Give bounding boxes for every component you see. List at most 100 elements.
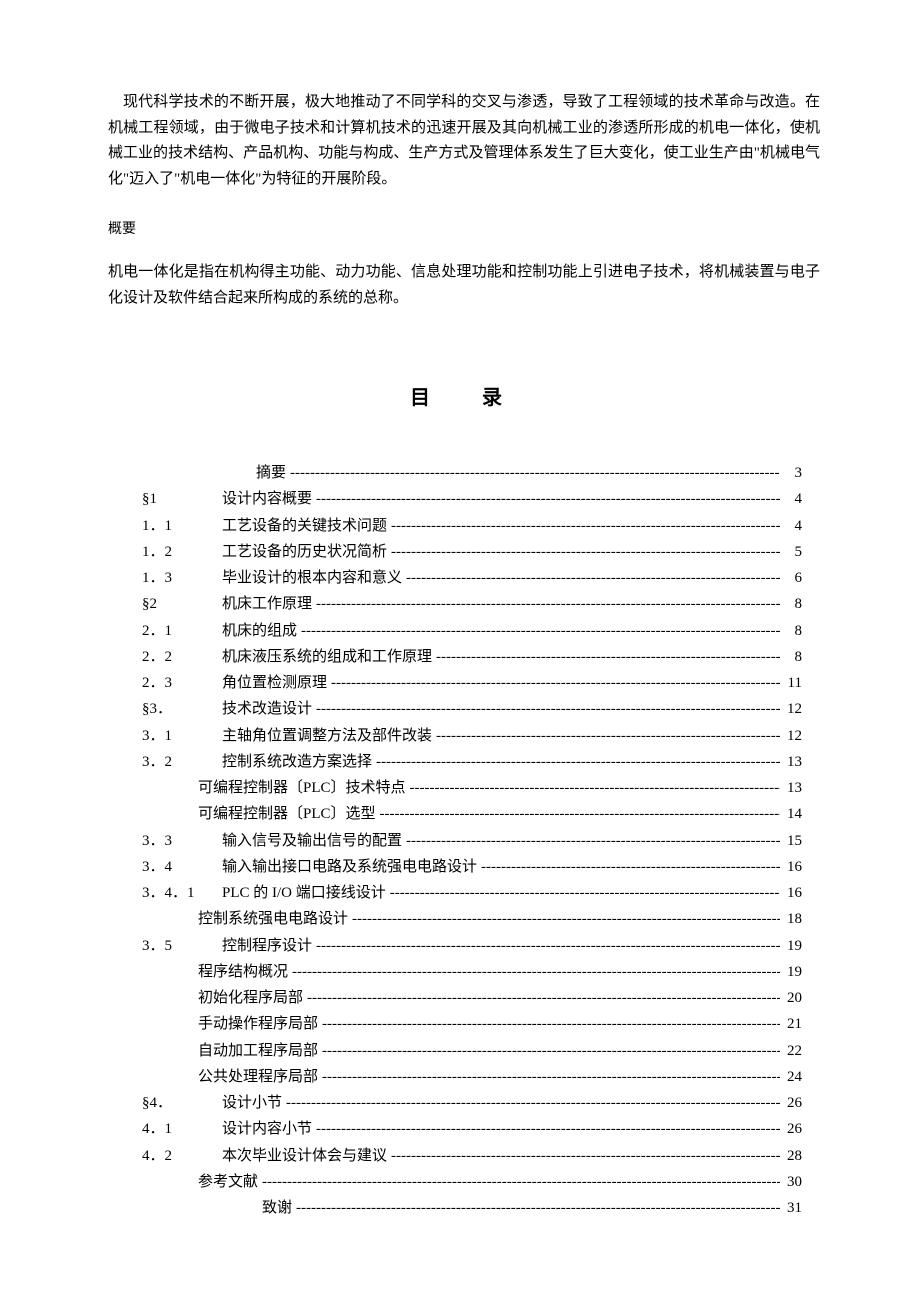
toc-number: 2．2	[142, 644, 222, 670]
toc-label: 设计小节	[222, 1090, 282, 1116]
toc-page: 19	[780, 933, 802, 959]
toc-label: PLC 的 I/O 端口接线设计	[222, 880, 386, 906]
toc-page: 26	[780, 1116, 802, 1142]
toc-row: 1．1工艺设备的关键技术问题 -------------------------…	[142, 513, 802, 539]
toc-label: 角位置检测原理	[222, 670, 327, 696]
toc-page: 26	[780, 1090, 802, 1116]
toc-page: 3	[780, 460, 802, 486]
toc-number: 2．3	[142, 670, 222, 696]
toc-label: 初始化程序局部	[198, 985, 303, 1011]
toc-number: 4．1	[142, 1116, 222, 1142]
toc-leader: ----------------------------------------…	[327, 670, 780, 696]
toc-page: 13	[780, 749, 802, 775]
toc-page: 6	[780, 565, 802, 591]
toc-page: 16	[780, 880, 802, 906]
toc-row: 3．5控制程序设计 ------------------------------…	[142, 933, 802, 959]
toc-leader: ----------------------------------------…	[258, 1169, 780, 1195]
toc-leader: ----------------------------------------…	[297, 618, 780, 644]
toc-leader: ----------------------------------------…	[432, 723, 780, 749]
toc-row: 1．3毕业设计的根本内容和意义 ------------------------…	[142, 565, 802, 591]
toc-number: 3．2	[142, 749, 222, 775]
toc-row: §2机床工作原理 -------------------------------…	[142, 591, 802, 617]
toc-label: 控制系统强电电路设计	[198, 906, 348, 932]
toc-label: 机床的组成	[222, 618, 297, 644]
toc-row: §3．技术改造设计 ------------------------------…	[142, 696, 802, 722]
toc-row: 2．2机床液压系统的组成和工作原理 ----------------------…	[142, 644, 802, 670]
toc-leader: ----------------------------------------…	[318, 1011, 780, 1037]
toc-row: 2．1机床的组成 -------------------------------…	[142, 618, 802, 644]
toc-label: 机床液压系统的组成和工作原理	[222, 644, 432, 670]
toc-row: 公共处理程序局部 -------------------------------…	[142, 1064, 802, 1090]
toc-label: 可编程控制器〔PLC〕选型	[198, 801, 376, 827]
toc-label: 工艺设备的历史状况简析	[222, 539, 387, 565]
toc-page: 31	[780, 1195, 802, 1221]
toc-number: 1．3	[142, 565, 222, 591]
toc-leader: ----------------------------------------…	[312, 1116, 780, 1142]
toc-page: 21	[780, 1011, 802, 1037]
toc-row: 可编程控制器〔PLC〕选型 --------------------------…	[142, 801, 802, 827]
toc-page: 19	[780, 959, 802, 985]
toc-number: §2	[142, 591, 222, 617]
toc-leader: ----------------------------------------…	[386, 880, 780, 906]
toc-leader: ----------------------------------------…	[312, 486, 780, 512]
toc-row: §4．设计小节 --------------------------------…	[142, 1090, 802, 1116]
toc-row: 1．2工艺设备的历史状况简析 -------------------------…	[142, 539, 802, 565]
toc-leader: ----------------------------------------…	[372, 749, 780, 775]
toc-label: 主轴角位置调整方法及部件改装	[222, 723, 432, 749]
toc-leader: ----------------------------------------…	[387, 1143, 780, 1169]
toc-label: 公共处理程序局部	[198, 1064, 318, 1090]
summary-paragraph: 机电一体化是指在机构得主功能、动力功能、信息处理功能和控制功能上引进电子技术，将…	[108, 260, 820, 311]
toc-row: 2．3角位置检测原理 -----------------------------…	[142, 670, 802, 696]
toc-row: 4．1设计内容小节 ------------------------------…	[142, 1116, 802, 1142]
toc-page: 18	[780, 906, 802, 932]
toc-label: 参考文献	[198, 1169, 258, 1195]
toc-row: 4．2本次毕业设计体会与建议 -------------------------…	[142, 1143, 802, 1169]
toc-label: 控制程序设计	[222, 933, 312, 959]
toc-label: 自动加工程序局部	[198, 1038, 318, 1064]
toc-label: 输入信号及输出信号的配置	[222, 828, 402, 854]
toc-label: 毕业设计的根本内容和意义	[222, 565, 402, 591]
toc-label: 工艺设备的关键技术问题	[222, 513, 387, 539]
toc-page: 30	[780, 1169, 802, 1195]
toc-row: 致谢 -------------------------------------…	[142, 1195, 802, 1221]
toc-container: 摘要 -------------------------------------…	[108, 460, 820, 1221]
toc-leader: ----------------------------------------…	[376, 801, 780, 827]
toc-number: 1．2	[142, 539, 222, 565]
toc-leader: ----------------------------------------…	[288, 959, 780, 985]
toc-label: 控制系统改造方案选择	[222, 749, 372, 775]
toc-page: 24	[780, 1064, 802, 1090]
toc-leader: ----------------------------------------…	[477, 854, 780, 880]
toc-number: §3．	[142, 696, 222, 722]
toc-leader: ----------------------------------------…	[312, 933, 780, 959]
toc-leader: ----------------------------------------…	[348, 906, 780, 932]
toc-number: 2．1	[142, 618, 222, 644]
toc-page: 22	[780, 1038, 802, 1064]
toc-row: 3．2控制系统改造方案选择 --------------------------…	[142, 749, 802, 775]
summary-heading: 概要	[108, 218, 820, 238]
toc-row: 自动加工程序局部 -------------------------------…	[142, 1038, 802, 1064]
toc-leader: ----------------------------------------…	[282, 1090, 780, 1116]
toc-row: 可编程控制器〔PLC〕技术特点 ------------------------…	[142, 775, 802, 801]
toc-page: 11	[780, 670, 802, 696]
toc-number: 3．1	[142, 723, 222, 749]
toc-row: 3．1主轴角位置调整方法及部件改装 ----------------------…	[142, 723, 802, 749]
toc-leader: ----------------------------------------…	[402, 828, 780, 854]
toc-label: 致谢	[262, 1195, 292, 1221]
toc-page: 13	[780, 775, 802, 801]
toc-row: 参考文献 -----------------------------------…	[142, 1169, 802, 1195]
toc-page: 8	[780, 644, 802, 670]
toc-row: 摘要 -------------------------------------…	[142, 460, 802, 486]
toc-number: 3．5	[142, 933, 222, 959]
toc-number: 3．4	[142, 854, 222, 880]
toc-leader: ----------------------------------------…	[292, 1195, 780, 1221]
toc-row: 程序结构概况 ---------------------------------…	[142, 959, 802, 985]
toc-leader: ----------------------------------------…	[318, 1038, 780, 1064]
toc-leader: ----------------------------------------…	[312, 591, 780, 617]
toc-page: 20	[780, 985, 802, 1011]
toc-row: 3．4输入输出接口电路及系统强电电路设计 -------------------…	[142, 854, 802, 880]
toc-row: 3．4．1PLC 的 I/O 端口接线设计 ------------------…	[142, 880, 802, 906]
toc-title: 目 录	[108, 381, 820, 410]
toc-number: 3．3	[142, 828, 222, 854]
toc-page: 4	[780, 513, 802, 539]
toc-number: §1	[142, 486, 222, 512]
